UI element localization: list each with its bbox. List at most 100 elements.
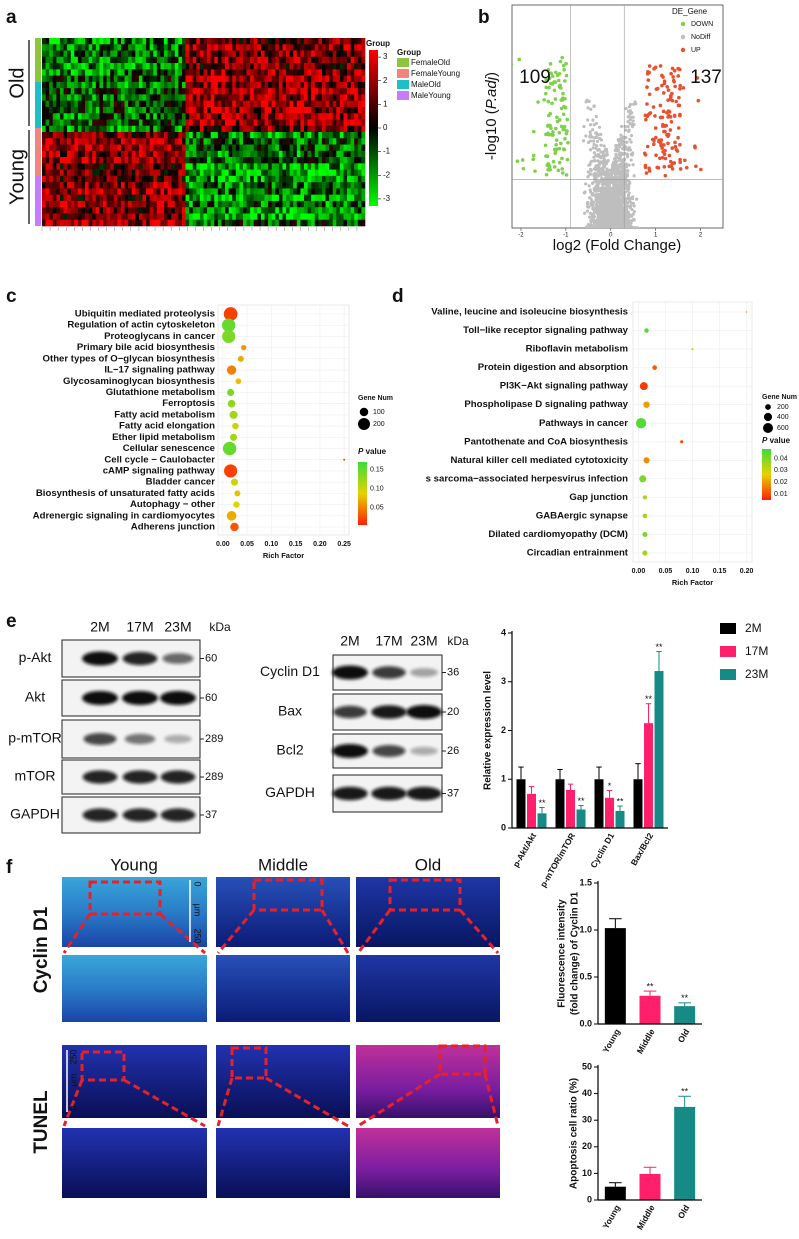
heatmap-cell — [311, 213, 316, 221]
heatmap-cell — [329, 113, 333, 120]
heatmap-cell — [95, 119, 100, 127]
heatmap-cell — [77, 163, 82, 170]
heatmap-cell — [45, 50, 50, 58]
heatmap-cell — [332, 88, 337, 95]
heatmap-cell — [278, 125, 283, 133]
heatmap-cell — [214, 138, 219, 145]
heatmap-cell — [45, 100, 50, 108]
heatmap-cell — [221, 163, 226, 170]
heatmap-cell — [192, 113, 197, 120]
heatmap-cell — [260, 144, 265, 152]
heatmap-cell — [153, 138, 158, 145]
heatmap-cell — [293, 132, 298, 139]
heatmap-cell — [347, 219, 351, 227]
heatmap-cell — [332, 50, 337, 58]
point — [646, 78, 651, 82]
heatmap-cell — [185, 219, 190, 227]
heatmap-cell — [282, 188, 287, 195]
heatmap-cell — [56, 213, 61, 221]
point — [536, 100, 540, 104]
heatmap-cell — [106, 150, 111, 158]
heatmap-cell — [339, 125, 344, 133]
heatmap-cell — [95, 113, 100, 120]
heatmap-cell — [286, 188, 290, 195]
heatmap-cell — [110, 219, 115, 227]
heatmap-cell — [149, 138, 154, 145]
heatmap-cell — [235, 119, 240, 127]
point — [544, 91, 548, 96]
heatmap-cell — [250, 63, 255, 70]
heatmap-cell — [88, 88, 93, 95]
heatmap-cell — [174, 125, 179, 133]
heatmap-cell — [264, 106, 269, 114]
heatmap-cell — [196, 125, 201, 133]
heatmap-cell — [307, 88, 312, 95]
heatmap-cell — [192, 169, 197, 177]
heatmap-cell — [325, 150, 330, 158]
heatmap-cell — [120, 213, 125, 221]
point — [618, 170, 622, 174]
heatmap-cell — [293, 169, 298, 177]
heatmap-cell — [217, 157, 222, 164]
heatmap-cell — [199, 119, 204, 127]
heatmap-cell — [289, 38, 294, 45]
category-label: Natural killer cell mediated cytotoxicit… — [450, 455, 628, 466]
point — [614, 152, 618, 156]
heatmap-cell — [260, 213, 265, 221]
heatmap-cell — [88, 188, 93, 195]
point — [544, 85, 549, 90]
category-labels: Ubiquitin mediated proteolysisRegulation… — [33, 309, 216, 533]
heatmap-cell — [303, 200, 308, 208]
heatmap-cell — [124, 38, 129, 45]
heatmap-cell — [311, 175, 316, 183]
point — [695, 76, 700, 80]
heatmap-cell — [207, 119, 211, 127]
heatmap-cell — [160, 182, 165, 189]
heatmap-cell — [88, 50, 93, 58]
heatmap-cell — [242, 81, 247, 89]
heatmap-cell — [113, 75, 118, 83]
heatmap-cell — [307, 100, 312, 108]
heatmap-cell — [99, 44, 104, 51]
heatmap-cell — [257, 213, 262, 221]
heatmap-cell — [329, 188, 333, 195]
heatmap-cell — [88, 119, 93, 127]
heatmap-cell — [135, 182, 140, 189]
heatmap-cell — [67, 106, 72, 114]
heatmap-cell — [164, 213, 168, 221]
heatmap-cell — [286, 157, 290, 164]
heatmap-cell — [63, 50, 68, 58]
heatmap-cell — [67, 207, 72, 214]
heatmap-cell — [117, 163, 122, 170]
heatmap-cell — [81, 50, 86, 58]
heatmap-cell — [103, 175, 107, 183]
colorbar-tick-label: -1 — [383, 147, 391, 156]
heatmap-cell — [88, 200, 93, 208]
heatmap-cell — [300, 113, 305, 120]
point — [582, 191, 586, 195]
point — [671, 75, 675, 79]
point — [588, 133, 593, 137]
heatmap-cell — [303, 138, 308, 145]
heatmap-cell — [81, 132, 86, 139]
heatmap-cell — [275, 75, 280, 83]
point — [559, 124, 564, 129]
heatmap-cell — [311, 188, 316, 195]
heatmap-cell — [67, 113, 72, 120]
dot — [230, 522, 239, 532]
heatmap-cell — [311, 44, 316, 51]
heatmap-cell — [207, 182, 211, 189]
heatmap-cell — [42, 125, 46, 133]
heatmap-cell — [296, 113, 301, 120]
point — [592, 104, 596, 108]
point — [624, 128, 628, 132]
heatmap-cell — [242, 56, 247, 64]
heatmap-cell — [293, 75, 298, 83]
point — [588, 172, 592, 176]
heatmap-cell — [354, 50, 359, 58]
heatmap-cell — [260, 81, 265, 89]
heatmap-cell — [275, 38, 280, 45]
heatmap-cell — [257, 38, 262, 45]
heatmap-cell — [242, 88, 247, 95]
point — [589, 160, 593, 164]
